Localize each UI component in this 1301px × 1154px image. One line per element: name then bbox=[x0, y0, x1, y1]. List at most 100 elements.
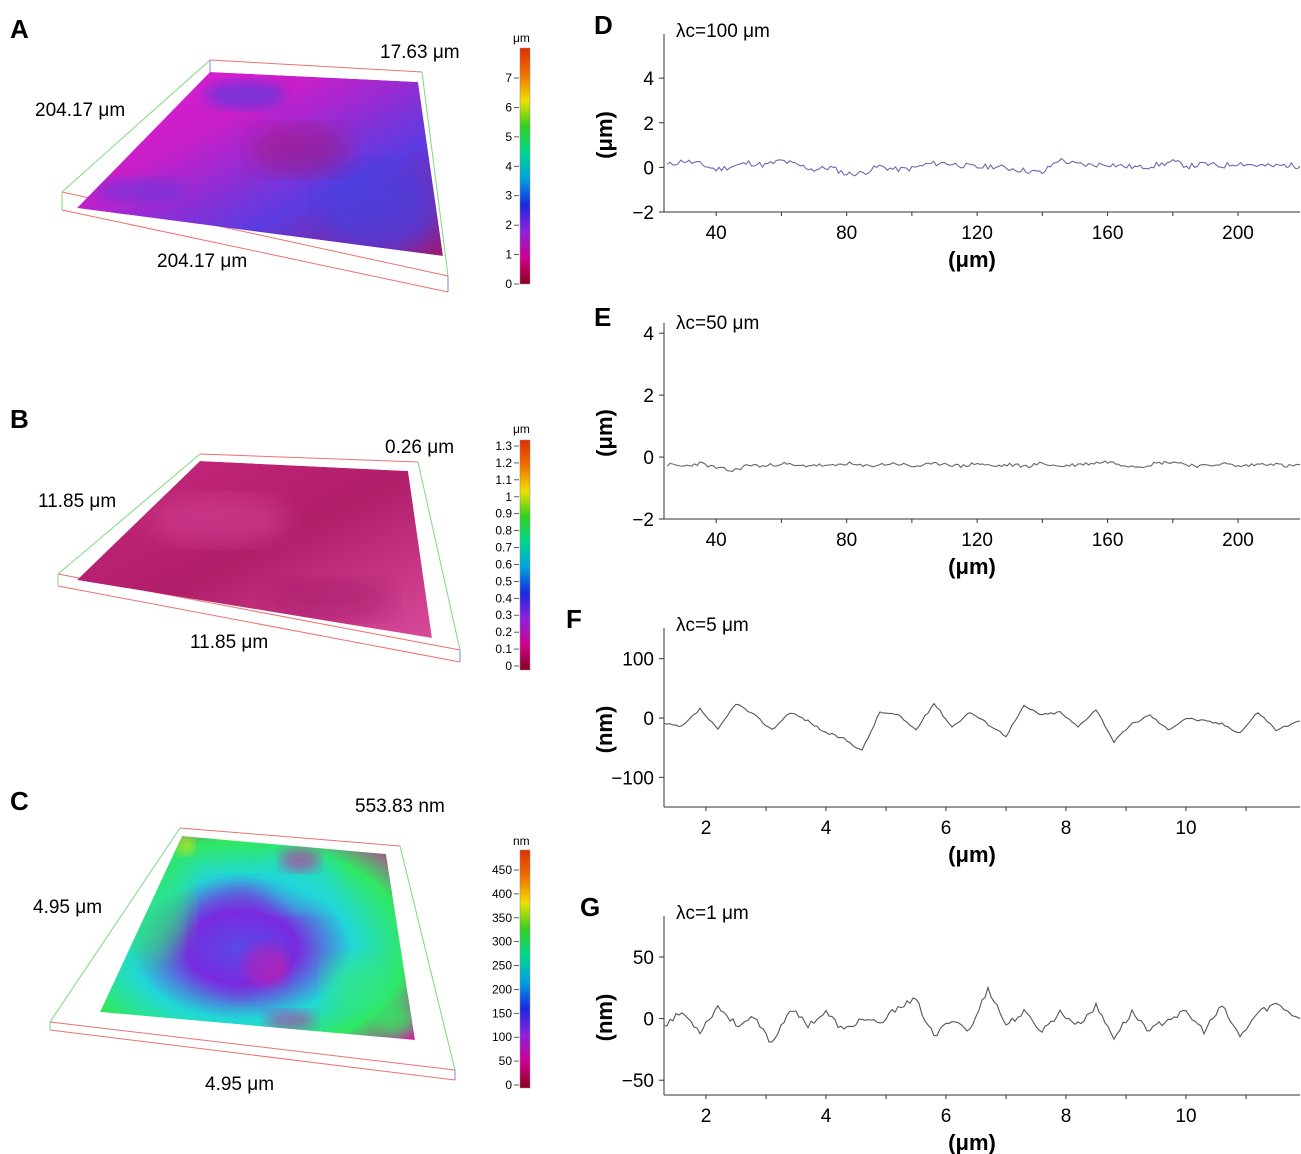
chart-title: λc=50 μm bbox=[676, 313, 759, 334]
colorbar-tick-label: 4 bbox=[505, 159, 512, 173]
x-tick-label: 8 bbox=[1061, 818, 1072, 839]
panel-letter: D bbox=[594, 10, 613, 40]
colorbar-tick-label: 3 bbox=[505, 189, 512, 203]
profile-line bbox=[666, 157, 1301, 177]
y-axis-label: (nm) bbox=[592, 706, 617, 754]
colorbar-tick-label: 1 bbox=[505, 248, 512, 262]
surface-c bbox=[100, 836, 415, 1040]
y-axis-label: (μm) bbox=[592, 409, 617, 457]
colorbar-tick-label: 0.5 bbox=[495, 574, 512, 588]
y-dimension-a: 204.17 μm bbox=[157, 251, 247, 272]
colorbar-tick-label: 400 bbox=[492, 887, 512, 901]
colorbar-tick-label: 6 bbox=[505, 100, 512, 114]
panel-c: C 4.95 μm 4.95 μm 553.83 nm nm bbox=[10, 786, 531, 1095]
colorbar-tick-label: 0.4 bbox=[495, 591, 512, 605]
colorbar-gradient-c bbox=[519, 849, 531, 1089]
x-tick-label: 6 bbox=[941, 818, 952, 839]
surface-b bbox=[77, 461, 432, 638]
colorbar-ticks-b: 0 0.1 0.2 0.3 0.4 0.5 0.6 0.7 0.8 0.9 1 1.1 1.2 1.3 bbox=[495, 439, 519, 673]
colorbar-b: μm 0 0.1 0.2 0.3 0.4 0.5 0.6 0.7 0.8 0.9 1 1.1 1.2 1.… bbox=[495, 422, 531, 673]
colorbar-tick-label: 0.9 bbox=[495, 507, 512, 521]
colorbar-tick-label: 0.6 bbox=[495, 557, 512, 571]
panel-letter: F bbox=[566, 604, 582, 634]
colorbar-gradient-a bbox=[519, 47, 531, 285]
x-tick-label: 2 bbox=[701, 818, 712, 839]
y-tick-label: 2 bbox=[643, 114, 654, 135]
x-tick-label: 80 bbox=[836, 223, 857, 244]
panel-letter: E bbox=[594, 302, 611, 332]
panel-letter-c: C bbox=[10, 786, 29, 816]
y-tick-label: 0 bbox=[643, 709, 654, 730]
y-tick-label: 2 bbox=[643, 386, 654, 407]
y-tick-label: 4 bbox=[643, 69, 654, 90]
x-tick-label: 6 bbox=[941, 1106, 952, 1127]
profile-line bbox=[663, 985, 1301, 1043]
x-tick-label: 80 bbox=[836, 530, 857, 551]
colorbar-tick-label: 0.3 bbox=[495, 608, 512, 622]
colorbar-ticks-c: 0 50 100 150 200 250 300 350 400 450 bbox=[492, 863, 519, 1092]
colorbar-tick-label: 150 bbox=[492, 1006, 512, 1020]
y-axis-label: (μm) bbox=[592, 111, 617, 159]
y-tick-label: 0 bbox=[643, 448, 654, 469]
colorbar-tick-label: 350 bbox=[492, 911, 512, 925]
panel-b: B 11.85 μm 11.85 μm 0.26 μm μm 0 0.1 0.2 0.… bbox=[10, 404, 531, 673]
x-tick-label: 160 bbox=[1092, 223, 1124, 244]
bounding-box-c bbox=[49, 827, 456, 1081]
colorbar-tick-label: 50 bbox=[499, 1054, 513, 1068]
chart-title: λc=100 μm bbox=[676, 21, 770, 42]
colorbar-c: nm 0 50 100 150 200 250 300 350 400 450 bbox=[492, 834, 531, 1092]
colorbar-tick-label: 0.7 bbox=[495, 541, 512, 555]
x-dimension-c: 4.95 μm bbox=[33, 897, 102, 918]
bounding-box-b bbox=[57, 453, 461, 663]
z-dimension-c: 553.83 nm bbox=[355, 796, 445, 817]
x-tick-label: 10 bbox=[1175, 1106, 1196, 1127]
x-tick-label: 40 bbox=[706, 223, 727, 244]
y-tick-label: 0 bbox=[643, 158, 654, 179]
chart-title: λc=5 μm bbox=[676, 615, 749, 636]
y-dimension-c: 4.95 μm bbox=[205, 1074, 274, 1095]
y-tick-label: 50 bbox=[633, 948, 654, 969]
x-dimension-b: 11.85 μm bbox=[38, 491, 116, 512]
x-dimension-a: 204.17 μm bbox=[35, 100, 125, 121]
colorbar-tick-label: 0.1 bbox=[495, 642, 512, 656]
z-dimension-a: 17.63 μm bbox=[380, 42, 460, 63]
y-tick-label: 0 bbox=[643, 1010, 654, 1031]
colorbar-tick-label: 0 bbox=[505, 277, 512, 291]
panel-letter: G bbox=[580, 892, 600, 922]
colorbar-tick-label: 0.2 bbox=[495, 625, 512, 639]
panel-a: A 204.17 μm 204.17 μm 17.63 μm μm 0 1 2 3 4 5… bbox=[10, 14, 531, 293]
x-axis-label: (μm) bbox=[948, 842, 996, 867]
x-tick-label: 40 bbox=[706, 530, 727, 551]
colorbar-ticks-a: 0 1 2 3 4 5 6 7 bbox=[505, 71, 519, 291]
z-dimension-b: 0.26 μm bbox=[385, 437, 454, 458]
colorbar-tick-label: 200 bbox=[492, 982, 512, 996]
y-tick-label: 4 bbox=[643, 324, 654, 345]
y-tick-label: −2 bbox=[632, 510, 654, 531]
y-tick-label: −50 bbox=[622, 1071, 654, 1092]
colorbar-tick-label: 2 bbox=[505, 218, 512, 232]
x-axis-label: (μm) bbox=[948, 1130, 996, 1154]
x-axis-label: (μm) bbox=[948, 554, 996, 579]
colorbar-tick-label: 300 bbox=[492, 935, 512, 949]
x-tick-label: 2 bbox=[701, 1106, 712, 1127]
colorbar-tick-label: 1 bbox=[505, 490, 512, 504]
x-tick-label: 120 bbox=[961, 530, 993, 551]
colorbar-gradient-b bbox=[519, 439, 531, 671]
y-axis-label: (nm) bbox=[592, 994, 617, 1042]
profile-line bbox=[666, 460, 1301, 472]
x-tick-label: 160 bbox=[1092, 530, 1124, 551]
y-dimension-b: 11.85 μm bbox=[190, 632, 268, 653]
colorbar-tick-label: 0 bbox=[505, 659, 512, 673]
colorbar-a: μm 0 1 2 3 4 5 6 7 bbox=[505, 31, 531, 291]
colorbar-tick-label: 7 bbox=[505, 71, 512, 85]
chart-title: λc=1 μm bbox=[676, 903, 749, 924]
x-tick-label: 10 bbox=[1175, 818, 1196, 839]
colorbar-tick-label: 100 bbox=[492, 1030, 512, 1044]
colorbar-unit-b: μm bbox=[513, 422, 530, 436]
colorbar-tick-label: 250 bbox=[492, 959, 512, 973]
